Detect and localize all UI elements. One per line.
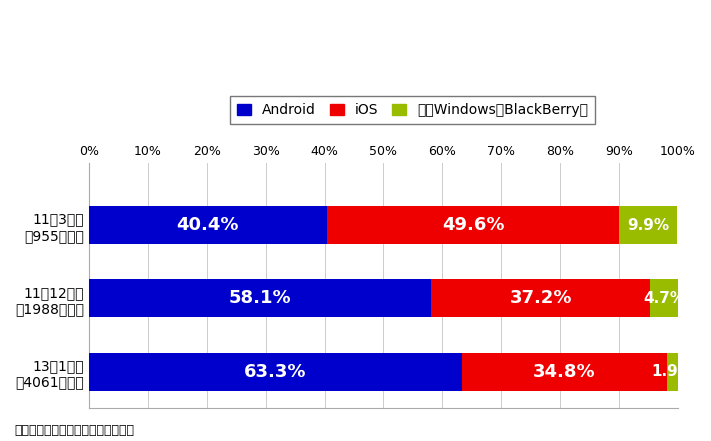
Bar <box>89 280 431 318</box>
Bar <box>462 353 667 391</box>
Text: 34.8%: 34.8% <box>533 363 596 381</box>
Bar <box>89 206 327 244</box>
Text: 4.7%: 4.7% <box>643 291 685 306</box>
Text: 49.6%: 49.6% <box>442 216 504 234</box>
Text: 40.4%: 40.4% <box>176 216 239 234</box>
Bar <box>431 280 651 318</box>
Text: ＊カッコ内はスマートフォン契約数: ＊カッコ内はスマートフォン契約数 <box>14 424 134 437</box>
Text: 1.9%: 1.9% <box>651 364 693 379</box>
Bar <box>327 206 619 244</box>
Text: 58.1%: 58.1% <box>229 289 292 307</box>
Text: 9.9%: 9.9% <box>627 218 669 233</box>
Bar <box>667 353 678 391</box>
Legend: Android, iOS, 他（Windows・BlackBerry）: Android, iOS, 他（Windows・BlackBerry） <box>230 96 595 124</box>
Bar <box>619 206 678 244</box>
Text: 37.2%: 37.2% <box>510 289 572 307</box>
Bar <box>89 353 462 391</box>
Text: 63.3%: 63.3% <box>244 363 306 381</box>
Bar <box>651 280 678 318</box>
